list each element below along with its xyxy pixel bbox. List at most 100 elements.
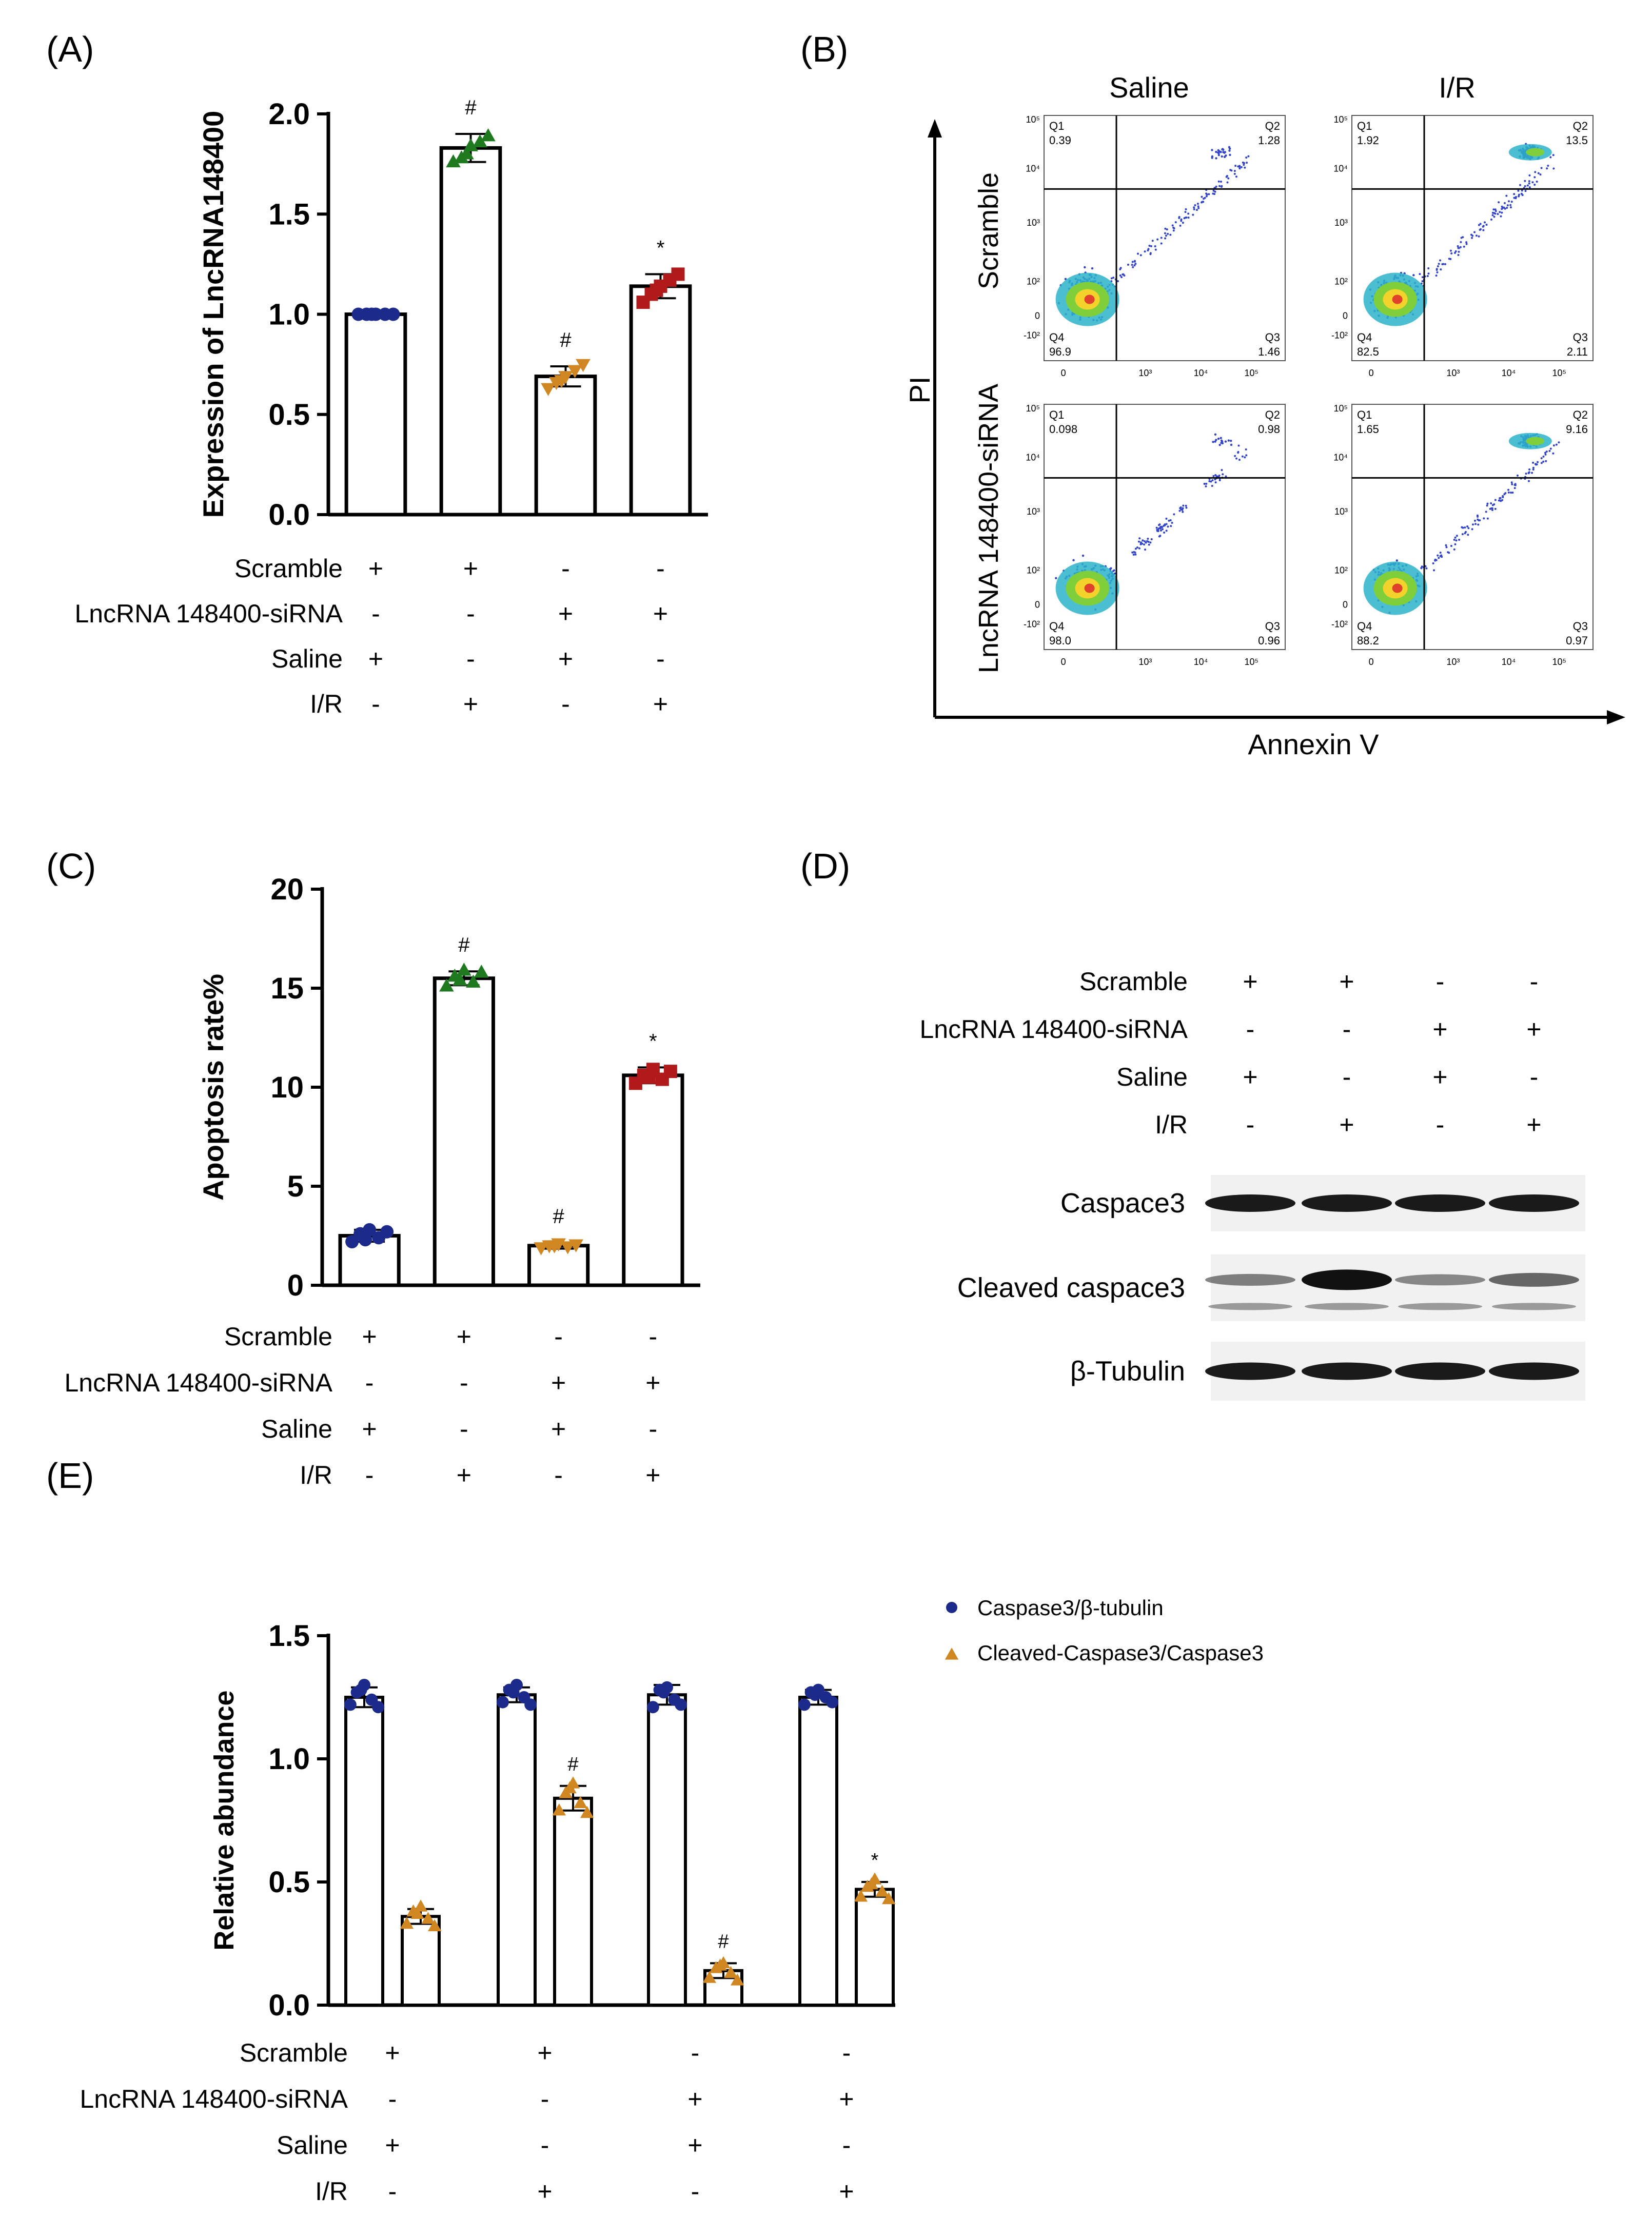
event-dot [1463,245,1465,248]
event-dot [1507,200,1510,203]
blot-band [1205,1362,1295,1380]
condition-sign: + [653,599,668,628]
event-dot [1225,154,1227,157]
event-dot [1195,209,1198,211]
event-dot [1466,525,1469,528]
panel-tag: (A) [46,29,94,69]
y-tick-label: 1.0 [268,1742,310,1776]
condition-sign: + [551,1368,566,1397]
quadrant-value: 96.9 [1049,345,1071,358]
event-dot [1230,443,1233,446]
event-dot [1159,535,1162,537]
event-dot [1218,185,1221,187]
data-point [344,1698,357,1711]
data-point [428,1919,442,1931]
annexin-arrow [1607,710,1625,724]
event-dot [1542,455,1545,458]
event-dot [1217,154,1220,156]
flow-y-tick: 10² [1334,276,1348,286]
event-dot [1221,442,1224,445]
data-point [568,1239,583,1252]
data-point [864,1877,878,1890]
event-dot [1444,263,1447,265]
quadrant-id: Q2 [1265,120,1280,132]
event-dot [1442,263,1445,265]
blot-band [1489,1272,1579,1287]
event-dot [1138,547,1140,550]
bar [534,375,597,517]
event-dot [1435,274,1438,277]
condition-sign: + [362,1322,377,1351]
quadrant-value: 88.2 [1357,634,1379,647]
condition-sign: + [653,690,668,718]
event-dot [1215,150,1217,153]
condition-sign: + [1243,1063,1257,1091]
event-dot [1426,275,1429,278]
event-dot [1084,266,1086,269]
event-dot [1524,185,1526,187]
data-point [809,1689,821,1701]
event-dot [1493,503,1496,506]
event-dot [1486,504,1488,507]
event-dot [1110,277,1113,280]
data-point [574,1796,587,1808]
condition-sign: - [371,690,380,718]
event-dot [1194,204,1196,206]
event-dot [1157,530,1159,533]
event-dot [1510,481,1513,484]
event-dot [1203,482,1206,485]
event-dot [1193,208,1195,210]
condition-sign: + [1432,1015,1447,1044]
event-dot [1180,220,1183,222]
event-dot [1234,165,1237,167]
significance-mark: # [553,1205,565,1228]
event-dot [1483,517,1485,520]
flow-x-tick: 10⁴ [1194,368,1208,378]
data-point [663,1065,677,1078]
event-dot [1127,263,1129,266]
event-dot [1227,177,1230,180]
event-dot [1454,536,1457,539]
event-dot [1149,541,1152,544]
event-dot [1547,165,1549,167]
event-dot [1171,224,1174,227]
event-dot [1454,250,1457,252]
condition-sign: - [541,2131,549,2160]
event-dot [1518,193,1520,196]
event-dot [1147,538,1149,540]
condition-sign: + [687,2085,702,2113]
col-label-ir: I/R [1439,71,1476,104]
event-dot [1133,264,1136,267]
condition-sign: - [842,2038,851,2067]
event-dot [1131,264,1133,266]
event-dot [1150,245,1152,247]
event-dot [1499,211,1501,213]
event-dot [1183,217,1186,220]
condition-sign: - [561,690,570,718]
event-dot [1151,240,1154,242]
event-dot [1460,237,1463,239]
event-dot [1489,507,1491,510]
event-dot [1144,250,1146,253]
event-dot [1449,249,1452,252]
event-dot [1205,195,1208,198]
event-dot [1532,461,1535,464]
event-dot [1237,165,1240,168]
condition-sign: + [1526,1015,1541,1044]
density-core [1526,437,1545,445]
event-dot [1205,482,1208,485]
event-dot [1425,567,1428,570]
quadrant-id: Q3 [1573,620,1588,633]
event-dot [1503,202,1506,204]
significance-mark: * [657,237,665,259]
y-tick-label: 20 [270,873,304,906]
bar [344,312,407,517]
event-dot [1235,457,1238,460]
event-dot [1467,534,1469,536]
event-dot [1235,175,1237,178]
condition-sign: - [649,1415,658,1443]
quadrant-id: Q3 [1265,620,1280,633]
event-dot [1526,184,1529,187]
event-dot [1155,526,1158,529]
